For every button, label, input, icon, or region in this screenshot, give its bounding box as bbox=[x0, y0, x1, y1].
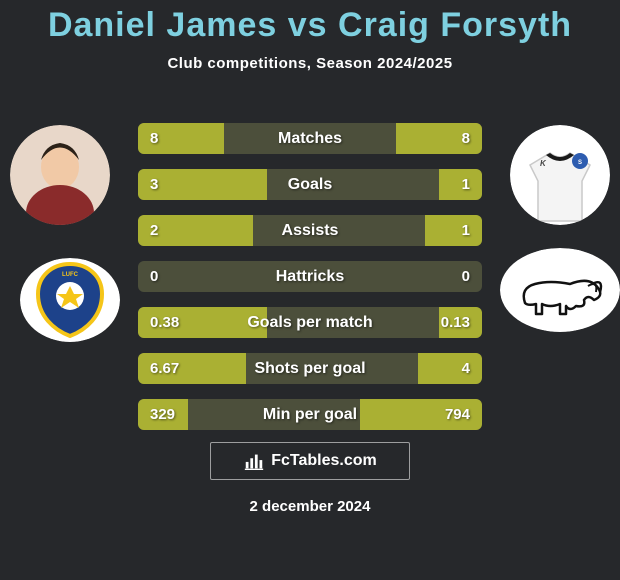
player-right-avatar: S K bbox=[510, 125, 610, 225]
ram-icon bbox=[500, 248, 620, 332]
club-right-badge bbox=[500, 248, 620, 332]
branding-text: FcTables.com bbox=[271, 452, 377, 470]
stat-row: 88Matches bbox=[138, 123, 482, 154]
bar-chart-icon bbox=[243, 450, 265, 472]
stat-label: Matches bbox=[138, 130, 482, 148]
stat-row: 21Assists bbox=[138, 215, 482, 246]
stat-label: Min per goal bbox=[138, 406, 482, 424]
person-icon bbox=[10, 125, 110, 225]
svg-text:LUFC: LUFC bbox=[62, 272, 79, 278]
player-left-avatar bbox=[10, 125, 110, 225]
page-title: Daniel James vs Craig Forsyth bbox=[48, 6, 572, 45]
svg-text:S: S bbox=[578, 160, 582, 166]
footer-date: 2 december 2024 bbox=[0, 498, 620, 515]
comparison-card: Daniel James vs Craig Forsyth Club compe… bbox=[0, 0, 620, 580]
stat-label: Goals bbox=[138, 176, 482, 194]
shield-icon: LUFC bbox=[20, 258, 120, 342]
stat-bars: 88Matches 31Goals 21Assists 00Hattricks 0.38… bbox=[138, 123, 482, 445]
subtitle: Club competitions, Season 2024/2025 bbox=[167, 55, 452, 72]
stat-label: Shots per goal bbox=[138, 360, 482, 378]
stat-label: Assists bbox=[138, 222, 482, 240]
branding-box: FcTables.com bbox=[210, 442, 410, 480]
stat-label: Hattricks bbox=[138, 268, 482, 286]
stat-row: 00Hattricks bbox=[138, 261, 482, 292]
jersey-icon: S K bbox=[510, 125, 610, 225]
stat-row: 329794Min per goal bbox=[138, 399, 482, 430]
stat-row: 31Goals bbox=[138, 169, 482, 200]
stat-row: 0.380.13Goals per match bbox=[138, 307, 482, 338]
stat-label: Goals per match bbox=[138, 314, 482, 332]
stat-row: 6.674Shots per goal bbox=[138, 353, 482, 384]
club-left-badge: LUFC bbox=[20, 258, 120, 342]
